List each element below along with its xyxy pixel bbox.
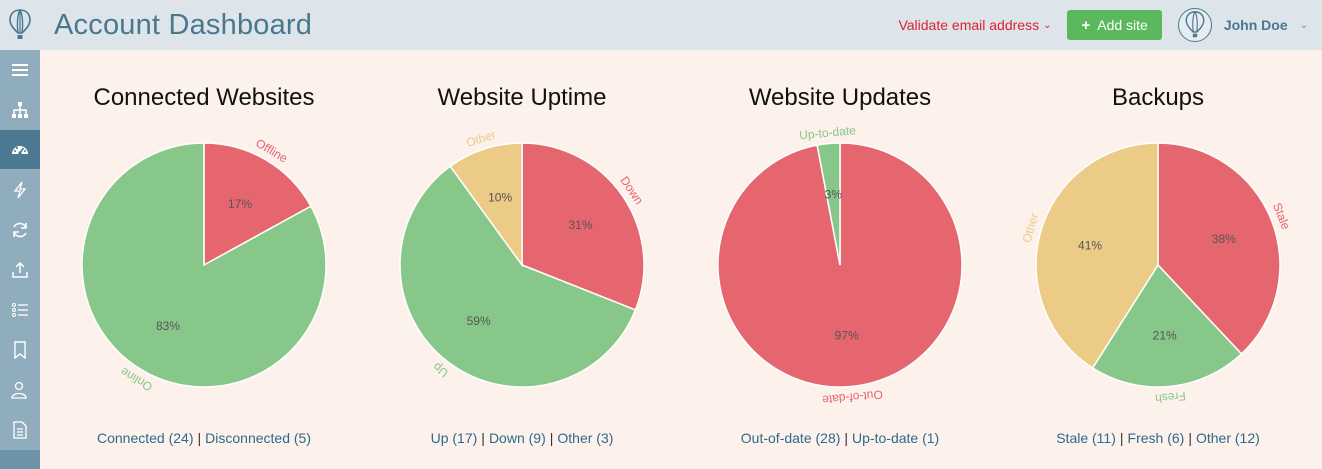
avatar[interactable] xyxy=(1177,8,1212,42)
pie-slice-other[interactable] xyxy=(1035,142,1159,370)
chart-title-backups: Backups xyxy=(1111,84,1205,111)
sidebar xyxy=(0,50,40,469)
legend-separator: | xyxy=(1119,430,1124,446)
legend-separator: | xyxy=(481,430,485,446)
validate-email-label: Validate email address xyxy=(898,17,1040,33)
pie-percent-label: 59% xyxy=(467,314,491,328)
sidebar-item-backups[interactable] xyxy=(0,250,40,290)
chart-title-updates: Website Updates xyxy=(748,84,932,111)
pie-slice-down[interactable] xyxy=(521,142,645,311)
legend-link[interactable]: Connected (24) xyxy=(97,430,194,446)
add-site-button[interactable]: + Add site xyxy=(1067,10,1162,40)
pie-slice-other[interactable] xyxy=(449,142,523,268)
chevron-down-icon[interactable]: ⌄ xyxy=(1299,19,1308,31)
user-name[interactable]: John Doe xyxy=(1223,17,1288,33)
legend-updates: Out-of-date (28) | Up-to-date (1) xyxy=(680,430,1000,446)
legend-link[interactable]: Other (3) xyxy=(557,430,614,446)
legend-link[interactable]: Stale (11) xyxy=(1056,430,1116,446)
sidebar-item-updates[interactable] xyxy=(0,210,40,250)
pie-slice-stale[interactable] xyxy=(1157,142,1281,355)
pie-slice-fresh[interactable] xyxy=(1091,263,1243,388)
pie-slice-label: Up-to-date xyxy=(799,123,857,142)
legend-uptime: Up (17) | Down (9) | Other (3) xyxy=(362,430,682,446)
legend-connected: Connected (24) | Disconnected (5) xyxy=(44,430,364,446)
pie-percent-label: 41% xyxy=(1078,238,1102,252)
pie-percent-label: 97% xyxy=(835,328,859,342)
legend-link[interactable]: Other (12) xyxy=(1195,430,1260,446)
bolt-icon xyxy=(13,181,27,198)
pie-percent-label: 21% xyxy=(1153,328,1177,342)
pie-percent-label: 17% xyxy=(228,197,252,211)
refresh-icon xyxy=(13,222,27,237)
sidebar-item-bookmarks[interactable] xyxy=(0,330,40,370)
legend-link[interactable]: Fresh (6) xyxy=(1127,430,1185,446)
sidebar-item-performance[interactable] xyxy=(0,170,40,210)
plus-icon: + xyxy=(1081,16,1091,34)
pie-percent-label: 38% xyxy=(1212,232,1236,246)
legend-backups: Stale (11) | Fresh (6) | Other (12) xyxy=(998,430,1318,446)
chevron-down-icon: ⌄ xyxy=(1043,19,1052,31)
pie-slice-up[interactable] xyxy=(399,165,637,388)
user-icon xyxy=(11,381,27,399)
chart-title-connected: Connected Websites xyxy=(93,84,315,111)
pie-slice-label: Fresh xyxy=(1155,389,1187,406)
sidebar-item-documents[interactable] xyxy=(0,410,40,450)
chart-title-uptime: Website Uptime xyxy=(437,84,607,111)
top-header: Account Dashboard Validate email address… xyxy=(0,0,1322,50)
page-title: Account Dashboard xyxy=(54,8,313,41)
legend-link[interactable]: Down (9) xyxy=(488,430,546,446)
pie-slice-label: Out-of-date xyxy=(821,387,883,407)
sidebar-item-menu[interactable] xyxy=(0,50,40,90)
legend-separator: | xyxy=(197,430,202,446)
legend-link[interactable]: Disconnected (5) xyxy=(205,430,311,446)
menu-icon xyxy=(12,63,28,76)
pie-percent-label: 3% xyxy=(825,188,843,202)
upload-icon xyxy=(12,261,28,278)
sidebar-item-sites[interactable] xyxy=(0,90,40,130)
sidebar-item-users[interactable] xyxy=(0,370,40,410)
legend-link[interactable]: Out-of-date (28) xyxy=(740,430,841,446)
pie-slice-up-to-date[interactable] xyxy=(816,142,841,266)
pie-percent-label: 31% xyxy=(569,218,593,232)
pie-chart-2: 97% Out-of-date 3% Up-to-date xyxy=(717,123,963,407)
add-site-label: Add site xyxy=(1097,17,1148,33)
legend-separator: | xyxy=(844,430,849,446)
legend-separator: | xyxy=(549,430,554,446)
sidebar-item-reports[interactable] xyxy=(0,290,40,330)
legend-link[interactable]: Up (17) xyxy=(430,430,478,446)
validate-email-dropdown[interactable]: Validate email address ⌄ xyxy=(898,17,1051,33)
pie-slice-offline[interactable] xyxy=(203,142,312,267)
document-icon xyxy=(13,420,27,439)
sitemap-icon xyxy=(12,101,28,118)
list-icon xyxy=(12,302,28,317)
legend-separator: | xyxy=(1188,430,1192,446)
pie-slice-online[interactable] xyxy=(81,142,327,388)
dashboard-icon xyxy=(12,145,28,155)
sidebar-item-dashboard[interactable] xyxy=(0,130,40,170)
pie-percent-label: 10% xyxy=(488,191,512,205)
legend-link[interactable]: Up-to-date (1) xyxy=(852,430,940,446)
balloon-logo-icon[interactable] xyxy=(0,0,40,50)
pie-percent-label: 83% xyxy=(156,319,180,333)
bookmark-icon xyxy=(14,340,26,359)
